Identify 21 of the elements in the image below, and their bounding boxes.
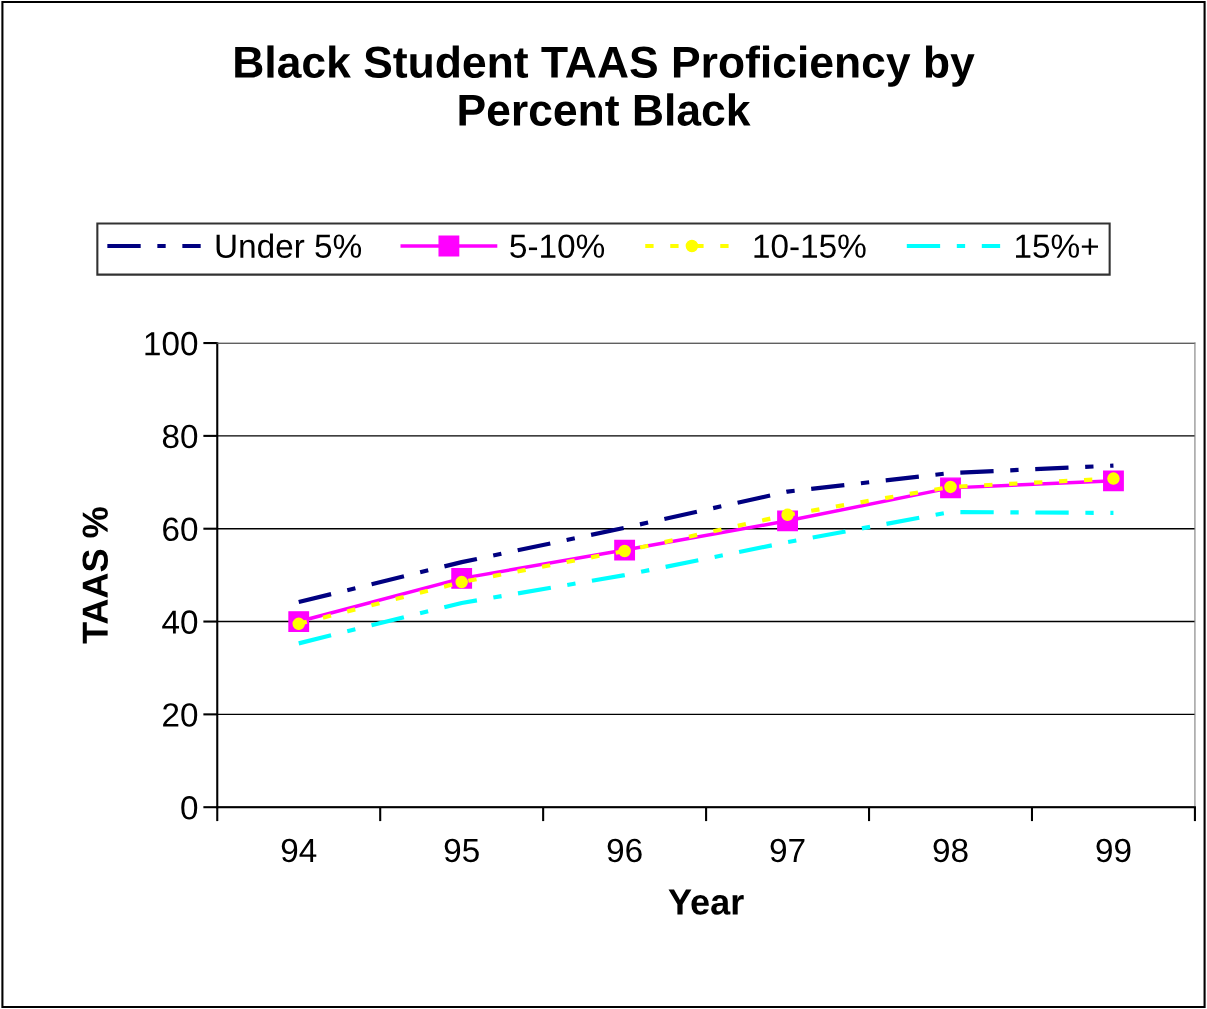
- y-tick-label: 100: [145, 331, 198, 356]
- x-tick-label: 94: [281, 838, 317, 863]
- x-tick-label: 99: [1096, 838, 1131, 863]
- y-tick-label: 0: [181, 796, 198, 820]
- legend-label: 15%+: [1016, 234, 1099, 258]
- line-series: [296, 463, 1116, 605]
- legend-label: 5-10%: [510, 234, 605, 258]
- x-tick-label: 96: [607, 838, 642, 863]
- legend-label: 10-15%: [754, 234, 866, 258]
- y-tick-label: 60: [163, 517, 198, 542]
- y-axis-title: TAAS %: [82, 507, 108, 644]
- line-series: [296, 509, 1116, 646]
- y-tick-label: 40: [162, 610, 198, 634]
- y-tick-label: 80: [162, 424, 198, 449]
- chart-title: Black Student TAAS Proficiency by Percent Black: [235, 45, 975, 126]
- legend-label: Under 5%: [216, 233, 362, 258]
- x-tick-label: 98: [933, 838, 968, 863]
- x-tick-label: 95: [444, 838, 479, 863]
- y-tick-label: 20: [163, 703, 198, 727]
- x-axis-title: Year: [668, 889, 744, 915]
- x-tick-label: 97: [770, 838, 805, 863]
